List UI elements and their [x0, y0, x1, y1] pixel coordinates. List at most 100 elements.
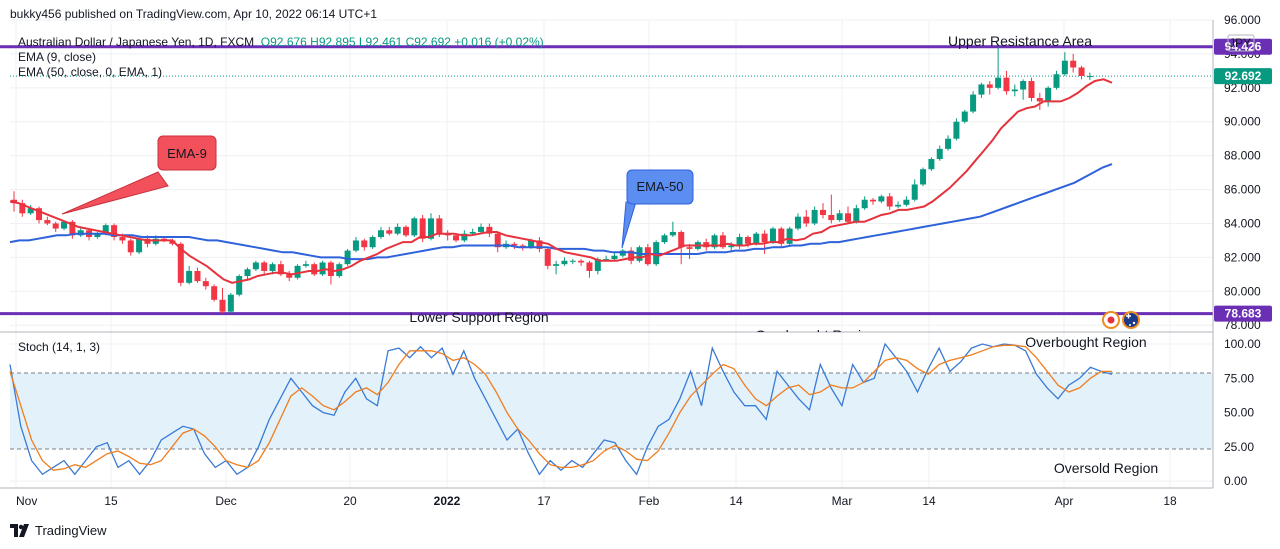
stoch-tick-label: 0.00	[1224, 474, 1248, 488]
candle-body	[845, 213, 851, 222]
legend-block: Australian Dollar / Japanese Yen, 1D, FX…	[18, 35, 544, 80]
candle-body	[936, 148, 943, 160]
symbol-line[interactable]: Australian Dollar / Japanese Yen, 1D, FX…	[18, 35, 544, 50]
candle-body	[661, 235, 668, 243]
candle-body	[528, 240, 535, 248]
price-tag-box	[1214, 305, 1272, 322]
candle-body	[69, 221, 76, 236]
ema50-legend[interactable]: EMA (50, close, 0, EMA, 1)	[18, 65, 163, 79]
candle-body	[52, 223, 59, 229]
time-tick-label: Feb	[639, 494, 660, 508]
candle-body	[111, 225, 118, 238]
candle-body	[786, 228, 793, 244]
candle-body	[761, 233, 768, 243]
candle-body	[903, 199, 910, 205]
candle-body	[819, 209, 826, 215]
price-tag-label: 92.692	[1225, 69, 1262, 83]
candle-body	[744, 237, 751, 244]
candle-body	[811, 209, 818, 224]
candle-body	[736, 237, 743, 246]
stoch-tick-label: 75.00	[1224, 371, 1254, 385]
candle-body	[352, 240, 359, 251]
candle-body	[928, 159, 935, 170]
candle-body	[436, 218, 443, 234]
candlestick-series	[11, 47, 1093, 314]
candle-body	[561, 260, 568, 265]
candle-body	[219, 299, 226, 312]
stoch-band	[10, 373, 1213, 449]
tradingview-footer[interactable]: TradingView	[10, 523, 107, 538]
candle-body	[244, 269, 251, 277]
lower-support-label: Lower Support Region	[409, 309, 548, 325]
candle-body	[803, 216, 810, 224]
time-tick-label: 14	[922, 494, 936, 508]
stoch-tick-label: 25.00	[1224, 440, 1254, 454]
ema50-callout-label: EMA-50	[637, 179, 684, 194]
candle-body	[286, 274, 293, 278]
candle-body	[252, 262, 259, 270]
stoch-tick-label: 50.00	[1224, 406, 1254, 420]
candle-body	[686, 247, 693, 249]
candle-body	[1045, 87, 1052, 102]
candle-body	[628, 250, 635, 261]
price-tag-label: 94.426	[1225, 40, 1262, 54]
candle-body	[586, 262, 593, 271]
candle-body	[1011, 89, 1018, 92]
tradingview-logo-icon	[10, 524, 30, 537]
candle-body	[961, 111, 968, 122]
candle-body	[753, 233, 760, 244]
ema9-line	[9, 78, 1113, 284]
price-tick-label: 90.000	[1224, 115, 1261, 129]
candle-body	[978, 84, 985, 95]
time-axis[interactable]: Nov 15 Dec 20 2022 17 Feb 14 Mar 14 Apr 18	[16, 494, 1177, 508]
event-icons[interactable]	[1102, 311, 1140, 329]
flag-icon	[1122, 311, 1140, 329]
time-tick-label: Dec	[215, 494, 236, 508]
candle-body	[861, 199, 868, 209]
candle-body	[469, 231, 476, 234]
ema9-callout-label: EMA-9	[167, 146, 207, 161]
time-tick-label: Apr	[1055, 494, 1074, 508]
candle-body	[970, 94, 977, 112]
candle-body	[386, 230, 393, 234]
candle-body	[886, 196, 893, 207]
price-tick-label: 82.000	[1224, 250, 1261, 264]
ema9-legend[interactable]: EMA (9, close)	[18, 50, 97, 64]
candle-body	[953, 121, 960, 139]
candle-body	[1028, 81, 1035, 98]
candle-body	[277, 264, 284, 275]
price-tick-label: 86.000	[1224, 183, 1261, 197]
stoch-axis[interactable]: 0.00 25.00 50.00 75.00 100.00	[1224, 337, 1261, 488]
candle-body	[94, 233, 101, 238]
price-tag-label: 78.683	[1225, 307, 1262, 321]
candle-body	[377, 230, 384, 238]
candle-body	[136, 238, 143, 253]
candle-body	[719, 235, 726, 248]
stoch-title: Stoch (14, 1, 3)	[18, 340, 100, 354]
price-tick-label: 92.000	[1224, 81, 1261, 95]
price-tick-label: 78.000	[1224, 318, 1261, 332]
candle-body	[1061, 60, 1068, 75]
candle-body	[1003, 77, 1010, 92]
stoch-tick-label: 100.00	[1224, 337, 1261, 351]
time-tick-label: 18	[1163, 494, 1177, 508]
candle-body	[127, 240, 134, 253]
price-axis[interactable]: 78.000 80.000 82.000 84.000 86.000 88.000 90.0…	[1224, 13, 1261, 332]
stoch-lines	[9, 342, 1113, 476]
overbought-label-ghost: Overbought Region	[755, 327, 876, 332]
candle-body	[311, 264, 318, 275]
ohlc-values: O92.676 H92.895 L92.461 C92.692 +0.016 (…	[260, 35, 544, 49]
candle-body	[119, 237, 126, 241]
candle-body	[44, 220, 51, 224]
time-tick-label: 17	[537, 494, 551, 508]
candle-body	[1078, 67, 1085, 76]
price-tick-label: 96.000	[1224, 13, 1261, 27]
candle-body	[461, 233, 468, 241]
candle-body	[553, 264, 560, 266]
candle-body	[202, 281, 209, 287]
candle-body	[778, 228, 785, 244]
stoch-d-line	[9, 344, 1112, 471]
candle-body	[61, 221, 68, 229]
price-tick-label: 80.000	[1224, 284, 1261, 298]
price-tick-label: 88.000	[1224, 149, 1261, 163]
